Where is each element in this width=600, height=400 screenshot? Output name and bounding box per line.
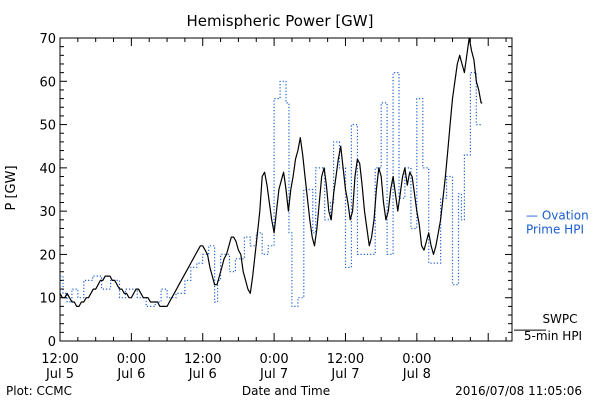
y-tick-label: 70: [39, 32, 56, 47]
y-axis-label: P [GW]: [4, 165, 19, 210]
x-tick-label-date: Jul 5: [45, 367, 74, 382]
y-tick-label: 10: [39, 292, 56, 307]
x-tick-label-time: 12:00: [327, 352, 364, 367]
ovation-legend-label-2: Prime HPI: [526, 222, 584, 236]
x-tick-label-time: 0:00: [117, 352, 146, 367]
y-tick-label: 0: [48, 335, 56, 350]
y-tick-label: 60: [39, 75, 56, 90]
ovation-prime-hpi-line: [60, 72, 483, 307]
x-tick-label-time: 0:00: [402, 352, 431, 367]
x-tick-label-time: 0:00: [260, 352, 289, 367]
swpc-legend-label: SWPC: [542, 312, 577, 326]
x-tick-label-date: Jul 6: [188, 367, 217, 382]
y-tick-label: 50: [39, 119, 56, 134]
x-tick-label-date: Jul 6: [116, 367, 145, 382]
x-tick-label-time: 12:00: [184, 352, 221, 367]
chart-title: Hemispheric Power [GW]: [187, 12, 374, 30]
swpc-hpi-line: [59, 37, 483, 307]
y-tick-label: 40: [39, 162, 56, 177]
footer-timestamp: 2016/07/08 11:05:06: [455, 384, 582, 398]
x-axis-label: Date and Time: [242, 384, 330, 398]
x-tick-label-time: 12:00: [41, 352, 78, 367]
y-tick-label: 30: [39, 205, 56, 220]
plot-frame: [59, 37, 513, 342]
x-tick-label-date: Jul 7: [330, 367, 359, 382]
footer-plot-credit: Plot: CCMC: [6, 384, 72, 398]
series-layer: [59, 37, 483, 307]
x-tick-label-date: Jul 8: [402, 367, 431, 382]
y-axis-ticks: 0 10 20 30 40 50 60 70: [39, 32, 512, 350]
ovation-legend-label: — Ovation: [526, 208, 589, 222]
swpc-legend-label-2: 5-min HPI: [524, 329, 582, 343]
x-tick-label-date: Jul 7: [259, 367, 288, 382]
y-tick-label: 20: [39, 248, 56, 263]
